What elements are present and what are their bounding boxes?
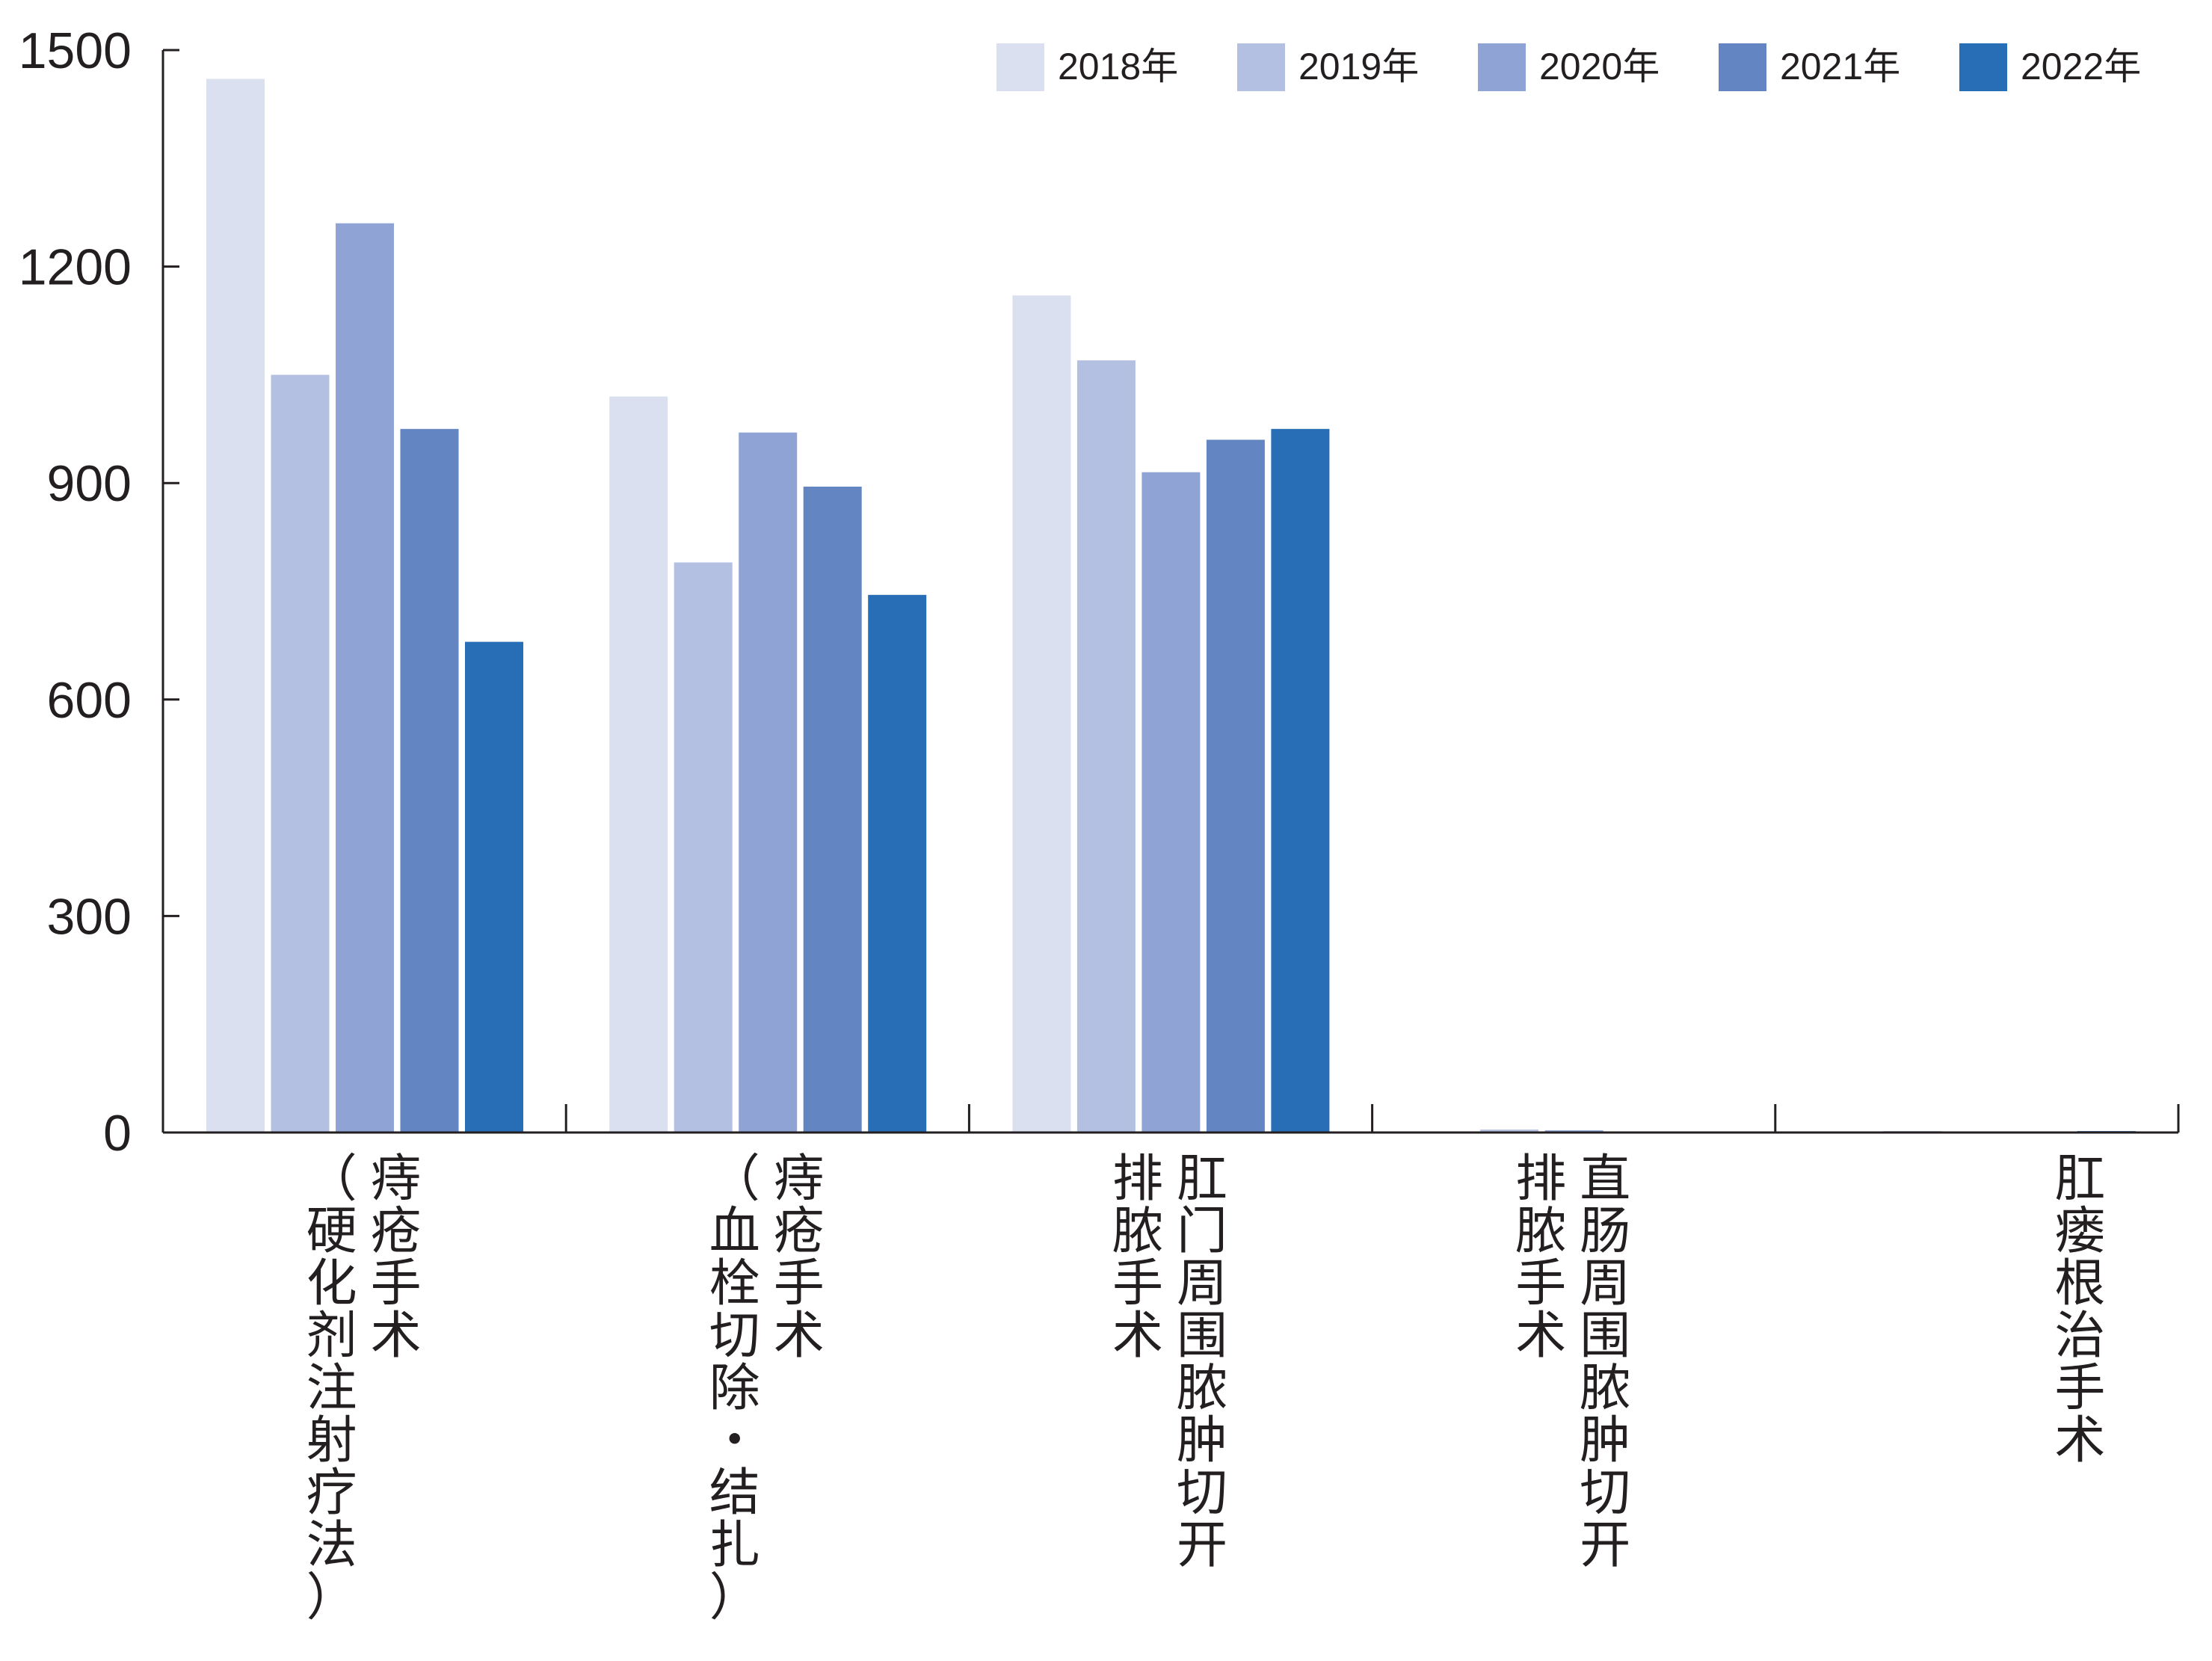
legend-label: 2021年 <box>1780 46 1900 87</box>
bar-3-1 <box>336 223 394 1133</box>
y-tick-label: 300 <box>47 888 132 945</box>
category-label-5: 肛瘘根治手术 <box>2054 1150 2105 1469</box>
legend-item-5: 2022年 <box>1959 43 2141 91</box>
category-label-line: 痔疮手术 <box>371 1150 422 1364</box>
bars-layer <box>206 78 2136 1133</box>
bar-4-2 <box>803 487 862 1132</box>
y-tick-label: 1200 <box>19 239 132 296</box>
legend-label: 2022年 <box>2021 46 2141 87</box>
category-label-line: 肛门周围脓肿切开 <box>1177 1150 1227 1574</box>
legend-label: 2019年 <box>1298 46 1419 87</box>
axes-layer <box>161 50 2180 1134</box>
bar-5-1 <box>465 641 523 1132</box>
bar-4-1 <box>400 428 459 1132</box>
legend-item-4: 2021年 <box>1719 43 1900 91</box>
bar-2-2 <box>674 562 733 1132</box>
category-label-line: 排脓手术 <box>1112 1150 1163 1364</box>
category-label-line: （血栓切除・结扎） <box>709 1150 760 1626</box>
legend: 2018年 2019年 2020年 2021年 2022年 <box>996 43 2141 91</box>
legend-label: 2020年 <box>1539 46 1660 87</box>
category-label-line: 肛瘘根治手术 <box>2054 1150 2105 1469</box>
bar-2-3 <box>1076 360 1136 1133</box>
legend-swatch <box>1478 43 1526 91</box>
legend-label: 2018年 <box>1058 46 1178 87</box>
y-tick-label: 0 <box>103 1105 132 1162</box>
category-label-line: 排脓手术 <box>1515 1150 1566 1364</box>
legend-swatch <box>1719 43 1766 91</box>
category-label-line: （硬化剂注射疗法） <box>306 1150 357 1626</box>
bar-2-1 <box>271 375 330 1132</box>
legend-swatch <box>996 43 1044 91</box>
x-axis-category-labels: 痔疮手术（硬化剂注射疗法）痔疮手术（血栓切除・结扎）肛门周围脓肿切开排脓手术直肠… <box>306 1150 2106 1626</box>
category-label-line: 直肠周围脓肿切开 <box>1580 1150 1630 1574</box>
y-tick-label: 600 <box>47 672 132 729</box>
legend-item-3: 2020年 <box>1478 43 1660 91</box>
bar-3-2 <box>739 432 798 1132</box>
bar-3-3 <box>1142 472 1201 1132</box>
bar-1-3 <box>1012 295 1071 1133</box>
bar-5-3 <box>1271 428 1330 1132</box>
y-tick-label: 1500 <box>19 22 132 79</box>
y-axis-ticks: 0 300 600 900 1200 1500 <box>19 22 179 1162</box>
legend-swatch <box>1959 43 2007 91</box>
bar-1-1 <box>206 78 265 1133</box>
y-tick-label: 900 <box>47 455 132 512</box>
bar-4-3 <box>1206 440 1265 1132</box>
category-label-2: 痔疮手术 （血栓切除・结扎） <box>709 1150 825 1626</box>
bar-1-2 <box>609 396 668 1132</box>
legend-item-1: 2018年 <box>996 43 1178 91</box>
bar-2-4 <box>1480 1130 1539 1132</box>
legend-swatch <box>1237 43 1285 91</box>
bar-5-2 <box>868 594 927 1132</box>
legend-item-2: 2019年 <box>1237 43 1419 91</box>
category-label-line: 痔疮手术 <box>774 1150 825 1364</box>
category-label-1: 痔疮手术 （硬化剂注射疗法） <box>306 1150 422 1626</box>
